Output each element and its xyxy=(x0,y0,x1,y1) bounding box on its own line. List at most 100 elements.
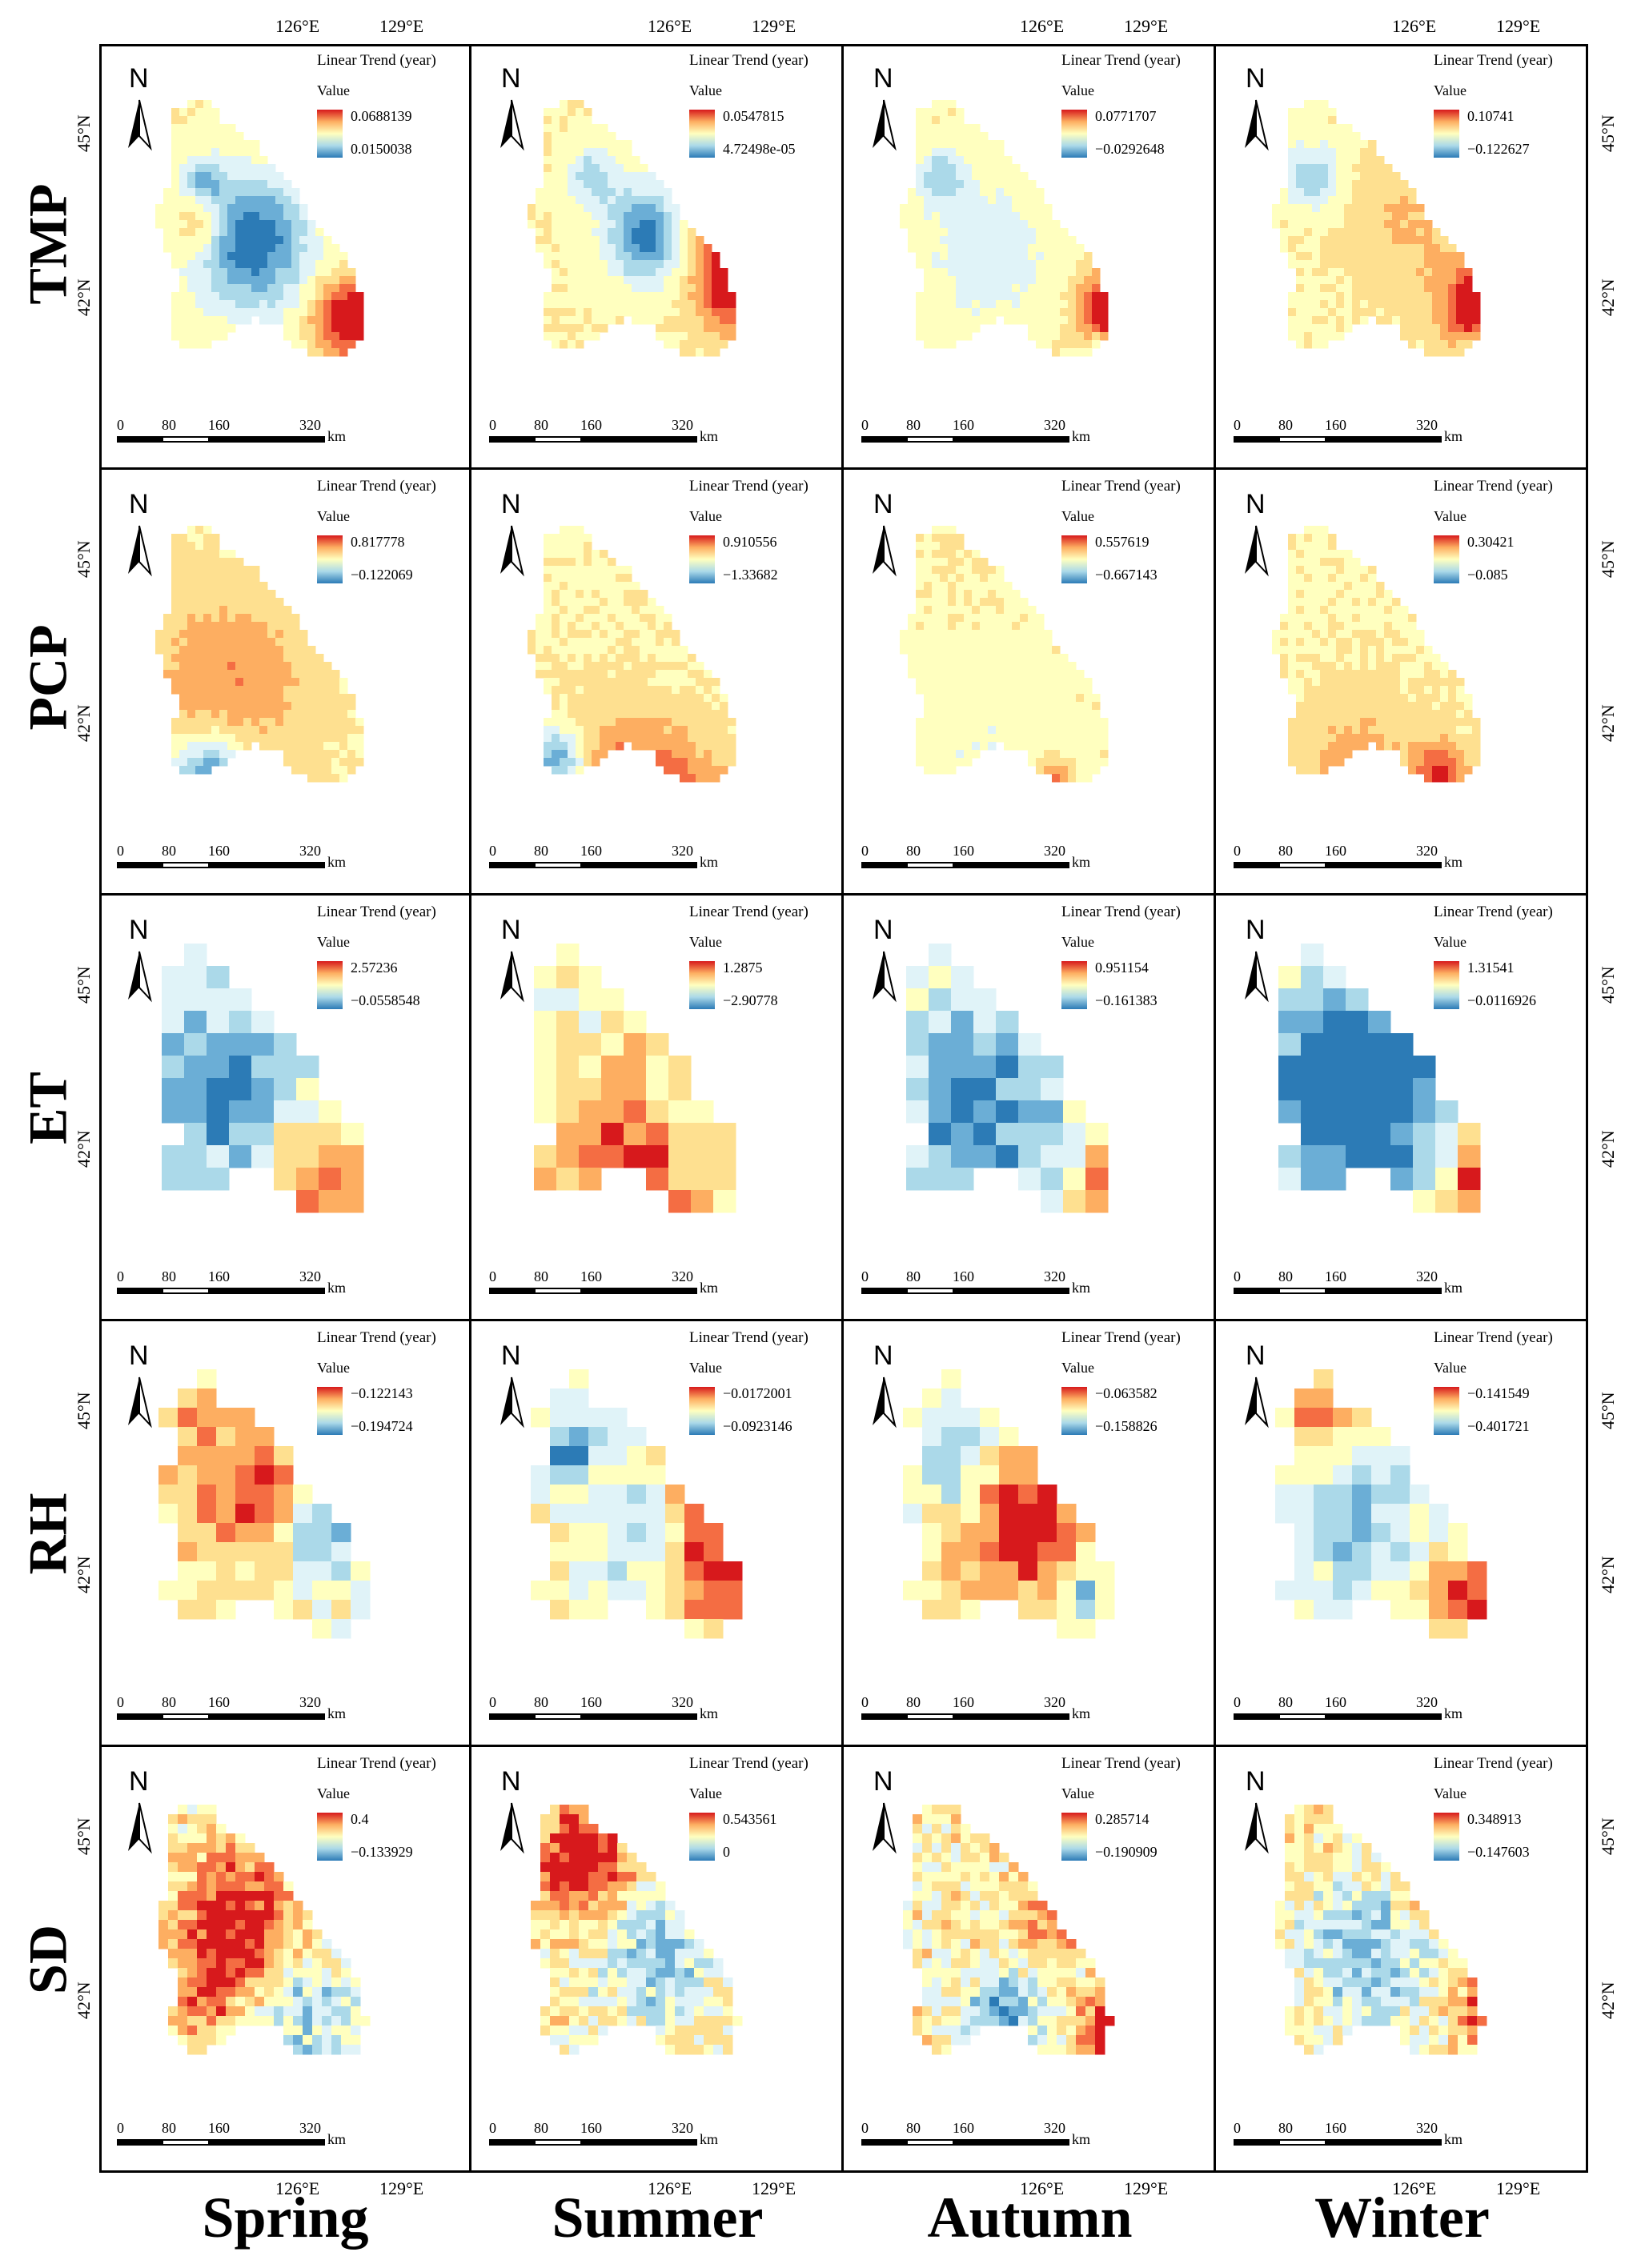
raster-cell xyxy=(948,750,957,759)
raster-cell xyxy=(235,1523,255,1543)
raster-cell xyxy=(1004,220,1013,229)
raster-cell xyxy=(624,292,632,301)
raster-cell xyxy=(624,686,632,695)
raster-cell xyxy=(600,646,608,655)
raster-cell xyxy=(568,542,576,551)
raster-cell xyxy=(243,590,252,599)
raster-cell xyxy=(1320,622,1329,631)
raster-cell xyxy=(195,542,204,551)
raster-cell xyxy=(1004,212,1013,221)
raster-cell xyxy=(187,108,196,117)
raster-cell xyxy=(584,678,592,687)
raster-cell xyxy=(592,654,600,663)
raster-cell xyxy=(283,300,292,309)
raster-cell xyxy=(720,292,728,301)
raster-cell xyxy=(323,236,332,245)
scale-bar xyxy=(489,862,697,868)
raster-cell xyxy=(187,702,196,711)
raster-cell xyxy=(1360,236,1369,245)
raster-cell xyxy=(251,598,260,607)
raster-cell xyxy=(536,228,544,237)
raster-cell xyxy=(940,148,949,157)
raster-cell xyxy=(608,140,616,149)
raster-cell xyxy=(323,244,332,253)
raster-cell xyxy=(275,204,284,213)
legend-max-value: 0.0688139 xyxy=(351,108,412,124)
raster-cell xyxy=(299,316,308,325)
raster-cell xyxy=(1084,678,1093,687)
raster-cell xyxy=(267,638,276,647)
raster-cell xyxy=(584,566,592,575)
legend-colorbar xyxy=(1061,961,1087,1009)
raster-cell xyxy=(1100,750,1109,759)
raster-cell xyxy=(339,750,348,759)
raster-cell xyxy=(948,132,957,141)
raster-cell xyxy=(972,574,981,583)
raster-cell xyxy=(315,308,324,317)
raster-cell xyxy=(656,702,664,711)
raster-cell xyxy=(1314,1465,1334,1485)
raster-cell xyxy=(1084,774,1093,783)
raster-cell xyxy=(988,212,997,221)
raster-cell xyxy=(171,220,180,229)
raster-cell xyxy=(323,702,332,711)
raster-cell xyxy=(932,260,941,269)
raster-cell xyxy=(600,196,608,205)
raster-cell xyxy=(988,662,997,671)
raster-cell xyxy=(568,646,576,655)
raster-cell xyxy=(568,566,576,575)
raster-cell xyxy=(1052,726,1061,735)
raster-cell xyxy=(1037,1561,1057,1581)
raster-cell xyxy=(1036,758,1045,767)
raster-cell xyxy=(1304,662,1313,671)
legend-colorbar xyxy=(1434,961,1459,1009)
raster-cell xyxy=(552,686,560,695)
raster-cell xyxy=(1424,662,1433,671)
raster-cell xyxy=(299,710,308,719)
raster-cell xyxy=(1020,670,1029,679)
raster-cell xyxy=(1304,316,1313,325)
raster-cell xyxy=(1328,750,1337,759)
raster-cell xyxy=(560,750,568,759)
raster-cell xyxy=(1408,646,1417,655)
raster-cell xyxy=(1336,308,1345,317)
raster-cell xyxy=(929,988,952,1012)
raster-cell xyxy=(179,228,188,237)
raster-cell xyxy=(560,646,568,655)
raster-cell xyxy=(1037,1504,1057,1524)
raster-cell xyxy=(1301,1011,1324,1034)
raster-cell xyxy=(932,132,941,141)
raster-cell xyxy=(187,574,196,583)
raster-cell xyxy=(973,1011,997,1034)
raster-cell xyxy=(648,316,656,325)
raster-cell xyxy=(1044,260,1053,269)
raster-cell xyxy=(347,718,356,727)
raster-cell xyxy=(1004,654,1013,663)
raster-cell xyxy=(1296,726,1305,735)
raster-cell xyxy=(956,742,965,751)
raster-cell xyxy=(1312,542,1321,551)
raster-cell xyxy=(291,260,300,269)
raster-cell xyxy=(1296,140,1305,149)
raster-cell xyxy=(184,988,207,1012)
raster-cell xyxy=(1296,308,1305,317)
raster-cell xyxy=(1312,750,1321,759)
raster-cell xyxy=(932,332,941,341)
scale-label: 320 xyxy=(1044,843,1065,859)
raster-cell xyxy=(1390,1100,1414,1124)
raster-cell xyxy=(1352,582,1361,591)
raster-cell xyxy=(187,292,196,301)
raster-cell xyxy=(961,1600,981,1620)
raster-cell xyxy=(235,694,244,703)
raster-cell xyxy=(235,1504,255,1524)
raster-cell xyxy=(1036,686,1045,695)
raster-cell xyxy=(712,718,720,727)
raster-cell xyxy=(988,172,997,181)
raster-cell xyxy=(1328,686,1337,695)
raster-cell xyxy=(331,678,340,687)
raster-cell xyxy=(996,1145,1019,1168)
raster-cell xyxy=(179,750,188,759)
raster-cell xyxy=(1288,316,1297,325)
raster-cell xyxy=(592,590,600,599)
raster-cell xyxy=(291,766,300,775)
